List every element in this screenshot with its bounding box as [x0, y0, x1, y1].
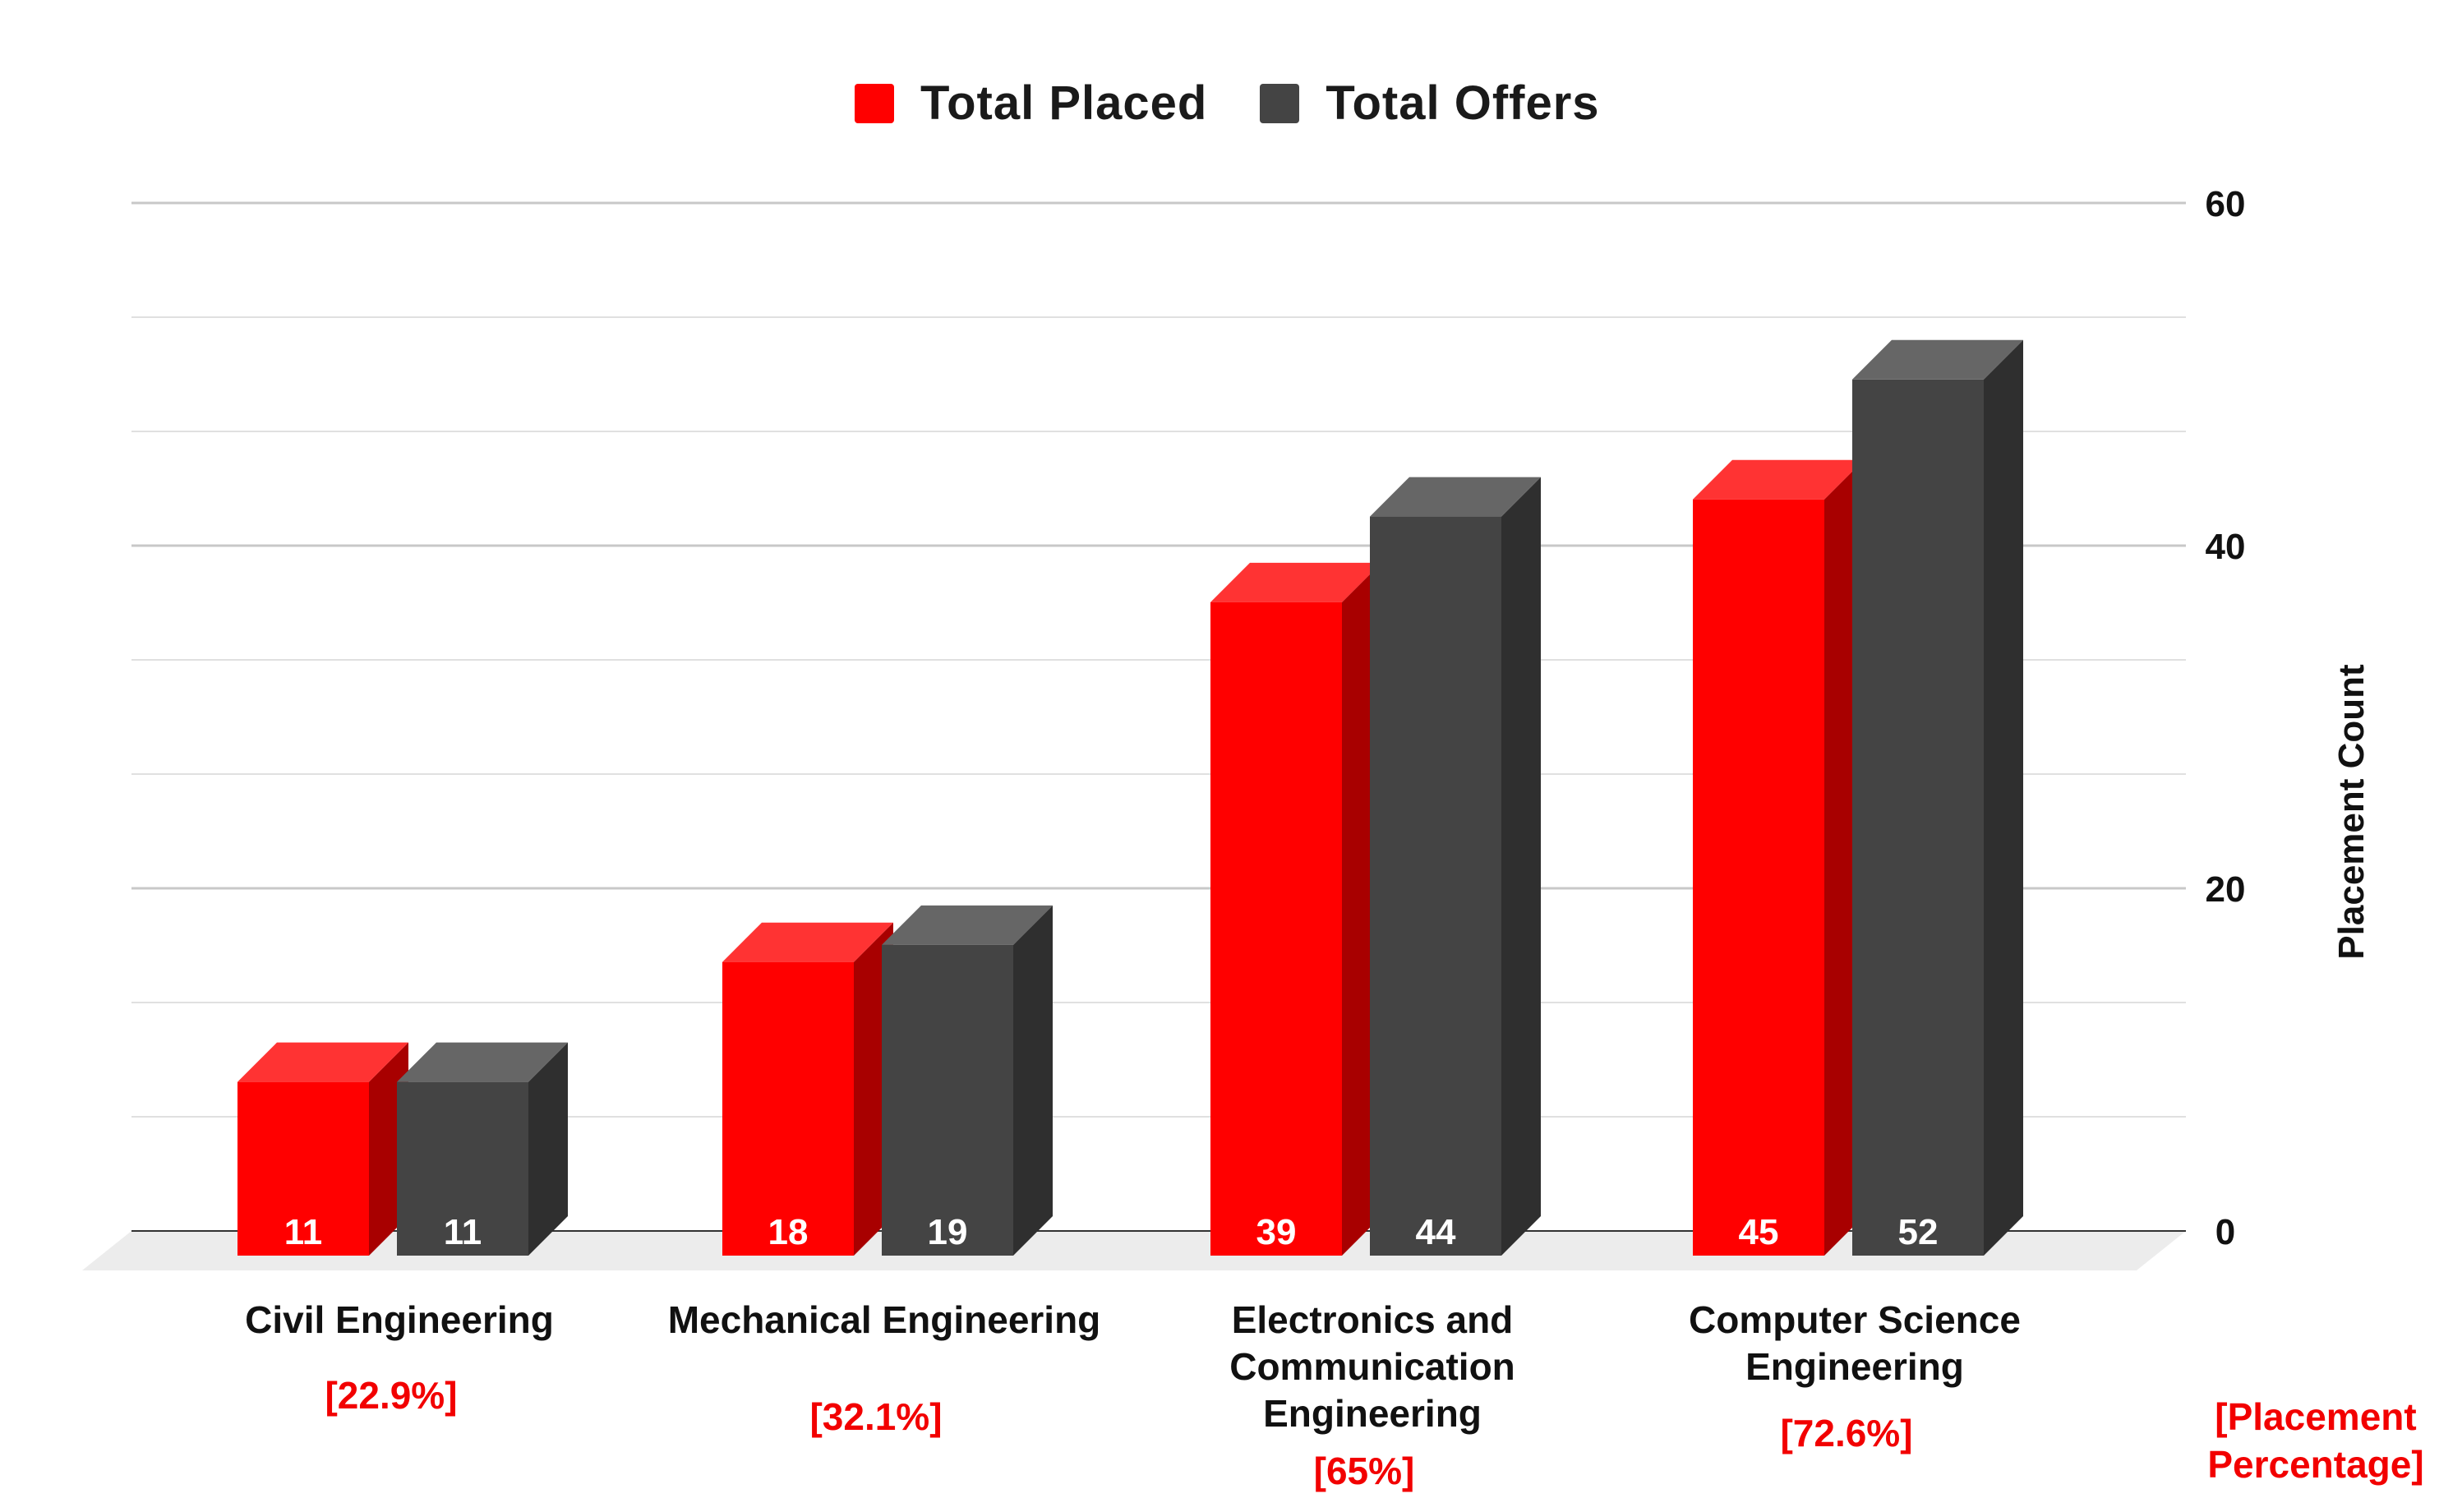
bar-front-face — [1852, 379, 1984, 1256]
bar-value-label: 39 — [1256, 1212, 1297, 1252]
category-label: Computer Science — [1689, 1298, 2021, 1341]
bar-side-face — [1984, 339, 2023, 1256]
placement-percentage-label: [22.9%] — [325, 1374, 457, 1417]
bar-top-face — [882, 905, 1053, 945]
y-tick-label: 40 — [2206, 527, 2246, 567]
bar-value-label: 52 — [1898, 1212, 1939, 1252]
bar-front-face — [397, 1081, 528, 1256]
bar-front-face — [1370, 516, 1501, 1256]
legend-item-total-offers: Total Offers — [1260, 76, 1599, 131]
category-label: Communication — [1229, 1345, 1515, 1388]
bar-value-label: 11 — [284, 1212, 323, 1252]
bar-front-face — [1210, 602, 1342, 1256]
placement-percentage-label: [65%] — [1314, 1450, 1415, 1492]
placement-percentage-title: [Placement — [2215, 1395, 2416, 1438]
chart-floor-plane — [82, 1231, 2186, 1270]
bar-top-face — [397, 1042, 568, 1082]
bar-total-offers — [397, 1042, 568, 1256]
legend-item-total-placed: Total Placed — [855, 76, 1207, 131]
bar-value-label: 19 — [928, 1212, 968, 1252]
bar-front-face — [237, 1081, 369, 1256]
y-axis-title: Placement Count — [2331, 664, 2372, 960]
bar-side-face — [1501, 477, 1541, 1256]
bar-total-placed — [1693, 459, 1864, 1256]
bar-total-placed — [1210, 562, 1381, 1256]
legend-label-total-offers: Total Offers — [1326, 76, 1600, 130]
bar-front-face — [882, 944, 1013, 1256]
y-tick-label: 60 — [2206, 184, 2246, 224]
bar-total-placed — [722, 922, 893, 1256]
category-label: Electronics and — [1232, 1298, 1514, 1341]
bar-value-label: 18 — [768, 1212, 809, 1252]
bar-value-label: 45 — [1739, 1212, 1779, 1252]
placement-percentage-label: [72.6%] — [1780, 1412, 1912, 1454]
bars — [237, 339, 2023, 1256]
placement-percentage-title: Percentage] — [2207, 1443, 2423, 1486]
chart-legend: Total Placed Total Offers — [855, 76, 1653, 131]
y-tick-label: 0 — [2215, 1212, 2235, 1252]
bar-top-face — [237, 1042, 408, 1082]
bar-side-face — [1013, 905, 1053, 1256]
category-label: Engineering — [1745, 1345, 1964, 1388]
bar-side-face — [528, 1042, 568, 1256]
legend-swatch-total-offers — [1260, 83, 1300, 123]
labels: 0 20 40 60 11 11 Civil Engineering [22.9%] 18 19 M… — [245, 184, 2424, 1492]
bar-front-face — [1693, 499, 1824, 1256]
bar-top-face — [722, 922, 893, 962]
legend-label-total-placed: Total Placed — [920, 76, 1208, 130]
bar-value-label: 44 — [1416, 1212, 1456, 1252]
bar-top-face — [1693, 459, 1864, 500]
bar-total-offers — [882, 905, 1053, 1256]
bar-top-face — [1370, 477, 1541, 517]
placement-percentage-label: [32.1%] — [809, 1395, 942, 1438]
y-tick-label: 20 — [2206, 869, 2246, 910]
bar-total-offers — [1370, 477, 1541, 1256]
bar-front-face — [722, 961, 854, 1256]
bar-top-face — [1852, 339, 2023, 380]
category-label: Mechanical Engineering — [668, 1298, 1101, 1341]
category-label: Civil Engineering — [245, 1298, 554, 1341]
bar-top-face — [1210, 562, 1381, 602]
legend-swatch-total-placed — [855, 83, 894, 123]
bar-total-offers — [1852, 339, 2023, 1256]
bar-total-placed — [237, 1042, 408, 1256]
chart-floor — [82, 1231, 2186, 1270]
category-label: Engineering — [1263, 1392, 1482, 1435]
bar-value-label: 11 — [444, 1212, 482, 1252]
